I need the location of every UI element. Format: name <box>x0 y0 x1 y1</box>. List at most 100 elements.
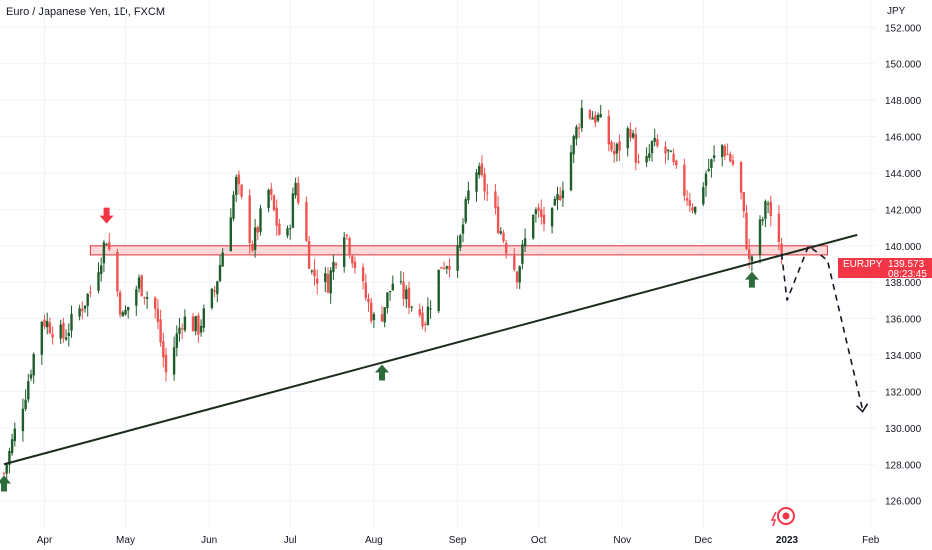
y-tick-label: 136.000 <box>885 315 922 326</box>
candle-body <box>710 159 713 168</box>
candle-body <box>197 315 200 335</box>
candle-body <box>631 133 635 138</box>
candle-body <box>556 194 559 201</box>
projection-path <box>780 244 869 413</box>
candle-body <box>402 281 405 299</box>
candle-body <box>137 277 141 289</box>
candle-body <box>410 306 413 308</box>
candle-body <box>24 399 27 410</box>
candle-body <box>316 278 319 284</box>
time-axis: Apr May Jun Jul Aug Sep Oct Nov Dec 2023 Feb <box>37 535 880 546</box>
candle-body <box>108 242 111 250</box>
candle-body <box>83 305 87 309</box>
candle-body <box>121 312 124 317</box>
candle-body <box>494 191 497 209</box>
candle-body <box>272 195 276 211</box>
candle-body <box>294 182 297 196</box>
candle-body <box>29 374 33 379</box>
candle-body <box>486 192 489 194</box>
candle-body <box>46 320 49 328</box>
candle-body <box>761 219 764 221</box>
candle-body <box>461 224 465 234</box>
candle-body <box>739 161 743 193</box>
x-tick-label: Oct <box>531 535 547 546</box>
candle-body <box>569 152 573 191</box>
candle-body <box>32 354 35 376</box>
candle-body <box>216 281 219 295</box>
y-tick-label: 126.000 <box>885 497 922 508</box>
candle-body <box>118 292 122 315</box>
candle-body <box>248 195 251 244</box>
y-tick-label: 128.000 <box>885 460 922 471</box>
candle-body <box>537 207 540 211</box>
candle-body <box>440 267 443 269</box>
candle-body <box>685 198 689 201</box>
candle-body <box>553 198 556 206</box>
candle-body <box>348 238 351 255</box>
candle-body <box>27 381 30 400</box>
candle-body <box>183 316 187 331</box>
candle-body <box>613 150 616 155</box>
candle-body <box>124 309 127 315</box>
candle-body <box>467 190 470 201</box>
candle-body <box>286 228 289 236</box>
y-tick-label: 144.000 <box>885 169 922 180</box>
x-tick-label: Dec <box>694 535 712 546</box>
candle-body <box>480 163 484 175</box>
price-badge-countdown: 08:23:45 <box>888 269 927 280</box>
projection-arrowhead <box>856 403 869 413</box>
candle-body <box>421 312 424 327</box>
candle-body <box>418 309 421 316</box>
candle-body <box>618 141 621 151</box>
candle-body <box>162 341 165 358</box>
candle-body <box>591 117 594 120</box>
candle-body <box>105 243 108 245</box>
candle-body <box>127 306 130 311</box>
candle-body <box>81 308 84 312</box>
candle-body <box>48 322 52 334</box>
candle-body <box>648 153 651 158</box>
candle-body <box>475 172 478 192</box>
x-tick-label: May <box>116 535 135 546</box>
candle-body <box>270 188 273 195</box>
candle-body <box>637 161 640 163</box>
candle-body <box>729 154 732 162</box>
candle-body <box>297 182 300 203</box>
candle-body <box>251 243 254 251</box>
resistance-zone <box>89 245 828 256</box>
candle-body <box>521 244 524 264</box>
candle-body <box>483 173 486 192</box>
candle-body <box>326 274 330 293</box>
candle-body <box>780 243 783 254</box>
signal-arrows <box>0 207 759 492</box>
candle-body <box>380 314 384 322</box>
candle-body <box>712 155 716 159</box>
price-axis: 152.000 150.000 148.000 146.000 144.000 142.0… <box>885 23 922 507</box>
candle-body <box>329 270 332 294</box>
candle-body <box>89 291 92 293</box>
candle-body <box>259 208 262 232</box>
candle-body <box>353 261 357 269</box>
candle-body <box>324 273 327 283</box>
candle-body <box>448 266 451 270</box>
candle-body <box>62 322 65 339</box>
tv-logo[interactable] <box>770 507 795 527</box>
price-badge-price: 139.573 <box>888 259 925 270</box>
candle-body <box>140 275 143 296</box>
x-tick-label: 2023 <box>776 535 799 546</box>
candle-body <box>540 209 543 217</box>
y-tick-label: 134.000 <box>885 351 922 362</box>
candle-body <box>426 306 430 325</box>
x-tick-label: Aug <box>365 535 383 546</box>
candle-body <box>345 234 349 237</box>
candle-body <box>745 212 748 250</box>
candle-body <box>21 408 25 432</box>
candle-body <box>102 242 106 264</box>
candle-body <box>70 313 73 331</box>
candle-body <box>742 192 745 212</box>
buy-arrow-icon <box>0 475 11 492</box>
x-tick-label: Apr <box>37 535 53 546</box>
candle-body <box>135 289 138 306</box>
candle-body <box>10 439 14 454</box>
